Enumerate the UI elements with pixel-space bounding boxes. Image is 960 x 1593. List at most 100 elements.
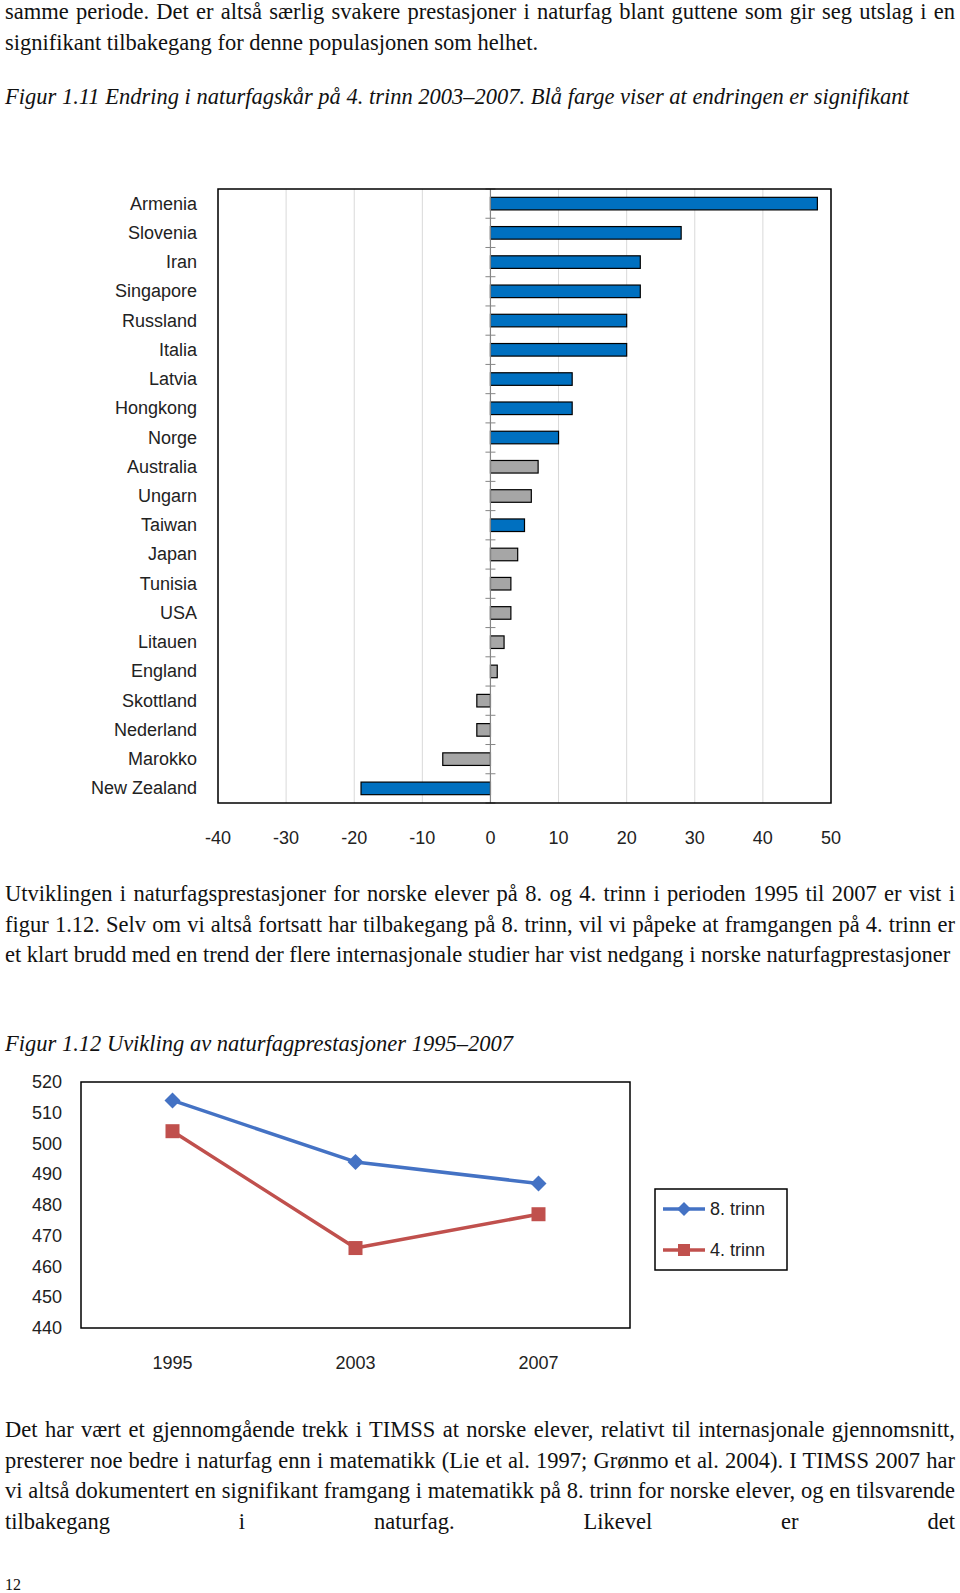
category-label: Marokko [128,749,197,769]
grid-line [558,189,559,803]
bar [490,548,517,561]
bar [361,782,490,795]
tick-label: 450 [32,1287,62,1307]
category-tick [485,510,495,511]
bar [490,197,817,210]
bar [490,314,626,327]
legend-label: 8. trinn [710,1199,765,1219]
tick-label: 440 [32,1318,62,1338]
category-label: Hongkong [115,398,197,418]
marker [166,1124,180,1138]
tick-label: -20 [341,828,367,848]
category-label: Italia [159,340,198,360]
tick-label: -10 [409,828,435,848]
category-tick [485,715,495,716]
legend-label: 4. trinn [710,1240,765,1260]
line-chart: 440 450 460 470 480 490 500 510 520 1995 2003 2007 8… [32,1072,787,1373]
bar [490,344,626,357]
grid-line [286,189,287,803]
plot-frame [81,1082,630,1328]
tick-label: -40 [205,828,231,848]
plot-frame [218,189,831,803]
tick-label: 500 [32,1134,62,1154]
grid-line [354,189,355,803]
paragraph: samme periode. Det er altså særlig svake… [5,0,955,58]
marker [349,1241,363,1255]
bar [490,460,538,473]
category-label: Singapore [115,281,197,301]
marker [531,1175,547,1191]
tick-label: 40 [753,828,773,848]
category-label: USA [160,603,197,623]
paragraph: Det har vært et gjennomgående trekk i TI… [5,1415,955,1537]
category-tick [485,364,495,365]
paragraph: Utviklingen i naturfagsprestasjoner for … [5,879,955,971]
category-label: Japan [148,544,197,564]
category-label: 2007 [518,1353,558,1373]
marker [348,1154,364,1170]
tick-label: 0 [485,828,495,848]
bar [490,227,681,240]
bar [443,753,491,766]
tick-label: 460 [32,1257,62,1277]
category-tick [485,247,495,248]
category-label: Litauen [138,632,197,652]
bar [477,724,491,737]
category-label: Ungarn [138,486,197,506]
tick-label: 520 [32,1072,62,1092]
legend-frame [655,1189,787,1270]
legend: 8. trinn 4. trinn [655,1189,787,1270]
marker [532,1207,546,1221]
category-tick [485,598,495,599]
legend-symbol [677,1202,691,1216]
bar [490,373,572,386]
tick-label: -30 [273,828,299,848]
category-label: Norge [148,428,197,448]
bar [490,607,510,620]
bar [490,665,497,678]
category-tick [485,744,495,745]
bar [490,490,531,503]
charts: -40-30-20-1001020304050ArmeniaSloveniaIr… [0,0,960,1593]
bar [490,402,572,415]
category-label: Skottland [122,691,197,711]
tick-label: 480 [32,1195,62,1215]
grid-line [490,189,491,803]
grid-line [626,189,627,803]
legend-marker [678,1244,690,1256]
grid-line [422,189,423,803]
category-label: Latvia [149,369,198,389]
category-label: Taiwan [141,515,197,535]
category-tick [485,569,495,570]
tick-label: 510 [32,1103,62,1123]
bar [490,256,640,269]
bar [490,636,504,649]
page-number: 12 [5,1570,955,1593]
category-tick [485,276,495,277]
tick-label: 50 [821,828,841,848]
bar [477,694,491,707]
category-tick [485,422,495,423]
line [173,1100,539,1183]
category-label: Armenia [130,194,198,214]
category-tick [485,656,495,657]
category-tick [485,539,495,540]
line [173,1131,539,1248]
tick-label: 30 [685,828,705,848]
bar [490,519,524,532]
bar-chart: -40-30-20-1001020304050ArmeniaSloveniaIr… [91,189,841,848]
category-tick [485,773,495,774]
tick-label: 10 [549,828,569,848]
grid-line [694,189,695,803]
bar [490,285,640,298]
tick-label: 470 [32,1226,62,1246]
category-label: Nederland [114,720,197,740]
legend-symbol [678,1244,690,1256]
tick-label: 490 [32,1164,62,1184]
marker [165,1092,181,1108]
category-tick [485,393,495,394]
category-tick [485,305,495,306]
category-label: 2003 [335,1353,375,1373]
category-label: 1995 [152,1353,192,1373]
figure-caption: Figur 1.11 Endring i naturfagskår på 4. … [5,82,955,113]
